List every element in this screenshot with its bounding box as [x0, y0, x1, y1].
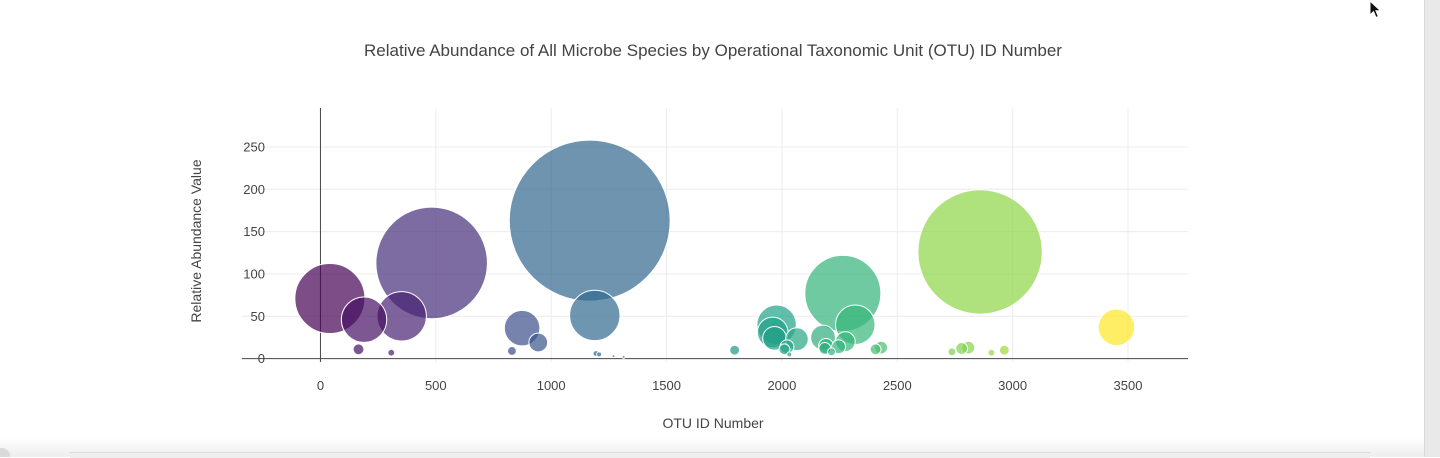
bubble-point[interactable] — [729, 344, 741, 356]
bubble-point[interactable] — [375, 206, 488, 320]
bubble-point[interactable] — [947, 347, 957, 357]
bubble-point[interactable] — [869, 343, 882, 356]
bubble-point[interactable] — [508, 139, 671, 302]
y-tick-label: 100 — [243, 266, 265, 281]
bubble-point[interactable] — [596, 351, 603, 358]
next-section-edge — [70, 452, 1370, 458]
x-tick-label: 500 — [425, 378, 447, 393]
bubble-point[interactable] — [340, 296, 388, 343]
bubble-point[interactable] — [827, 347, 836, 357]
x-axis-label: OTU ID Number — [662, 415, 763, 431]
bubble-point[interactable] — [387, 348, 396, 357]
y-tick-label: 150 — [243, 224, 265, 239]
y-tick-label: 50 — [251, 309, 265, 324]
x-tick-label: 0 — [317, 378, 324, 393]
bubble-point[interactable] — [528, 332, 549, 353]
chart-title: Relative Abundance of All Microbe Specie… — [364, 41, 1062, 60]
bubbles — [294, 139, 1136, 359]
bubble-point[interactable] — [352, 343, 365, 356]
bubble-point[interactable] — [507, 346, 517, 356]
bubble-point[interactable] — [786, 351, 793, 358]
bubble-point[interactable] — [569, 289, 621, 342]
bubble-point[interactable] — [917, 189, 1043, 315]
window-corner — [0, 448, 10, 457]
x-tick-label: 2500 — [883, 378, 912, 393]
bubble-point[interactable] — [998, 344, 1010, 356]
y-tick-labels: 0 50 100 150 200 250 — [243, 139, 265, 366]
x-tick-label: 3500 — [1114, 378, 1143, 393]
x-tick-label: 1500 — [652, 378, 681, 393]
bubble-point[interactable] — [778, 343, 791, 356]
y-tick-label: 250 — [243, 139, 265, 154]
mouse-cursor-icon — [1369, 0, 1382, 19]
bubble-point[interactable] — [987, 348, 996, 357]
scrollbar-track[interactable] — [1424, 0, 1440, 457]
y-tick-label: 0 — [258, 351, 265, 366]
y-axis-label: Relative Abundance Value — [188, 159, 204, 322]
bubble-point[interactable] — [955, 342, 969, 355]
x-tick-label: 3000 — [998, 378, 1027, 393]
bubble-point[interactable] — [621, 354, 626, 359]
x-tick-labels: 0 500 1000 1500 2000 2500 3000 3500 — [317, 378, 1143, 393]
x-tick-label: 2000 — [767, 378, 796, 393]
y-tick-label: 200 — [243, 182, 265, 197]
x-tick-label: 1000 — [537, 378, 566, 393]
bubble-point[interactable] — [611, 354, 616, 359]
bubble-point[interactable] — [1097, 308, 1136, 347]
